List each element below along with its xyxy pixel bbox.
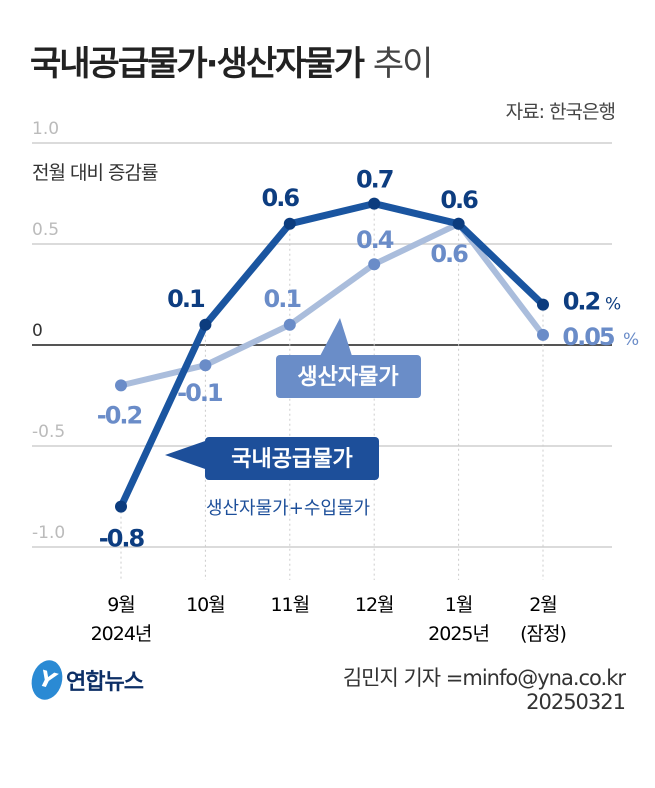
data-point (537, 328, 549, 341)
data-point (368, 258, 381, 271)
yonhap-logo: Y 연합뉴스 (27, 656, 144, 704)
data-label: 0.7 (356, 166, 393, 194)
data-label: 0.6 (430, 240, 468, 268)
series-line-생산자물가 (120, 220, 546, 389)
x-tick-label: 10월 (186, 594, 225, 616)
legend-producer-label: 생산자물가 (297, 365, 398, 390)
x-tick-label: 11월 (270, 594, 309, 616)
x-tick-sublabel: (잠정) (520, 623, 566, 645)
y-tick-label: -0.5 (32, 422, 65, 442)
x-tick-label: 9월 (107, 594, 135, 616)
publish-date: 20250321 (526, 690, 626, 714)
legend-producer-box (276, 355, 421, 398)
data-point (452, 217, 465, 230)
logo-text: 연합뉴스 (66, 670, 144, 695)
data-point (283, 217, 296, 230)
data-label: -0.8 (99, 525, 145, 553)
legend-domestic-label: 국내공급물가 (231, 447, 352, 472)
data-point (115, 379, 127, 392)
y-tick-label: -1.0 (32, 523, 65, 543)
data-label: -0.1 (177, 379, 223, 407)
data-point (537, 298, 549, 311)
title-bold: 국내공급물가·생산자물가 (30, 44, 365, 84)
x-tick-label: 2월 (529, 594, 557, 616)
data-label: 0.6 (440, 186, 478, 214)
y-tick-label: 0 (32, 321, 43, 341)
legend-domestic-note: 생산자물가+수입물가 (206, 498, 370, 519)
title-light: 추이 (372, 44, 434, 84)
y-tick-label: 0.5 (32, 220, 59, 240)
x-tick-label: 1월 (445, 594, 473, 616)
legend-pointer (165, 440, 208, 470)
data-label: 0.1 (264, 285, 302, 313)
reporter-credit: 김민지 기자 =minfo@yna.co.kr (342, 666, 626, 690)
data-point (283, 318, 296, 331)
data-label: 0.4 (356, 226, 394, 254)
unit-label: % (623, 330, 639, 350)
legend-domestic-box (205, 437, 379, 480)
unit-label: % (605, 295, 621, 315)
x-tick-label: 12월 (355, 594, 394, 616)
data-label: 0.05 (562, 323, 615, 351)
logo-mark-icon: Y (27, 656, 67, 704)
data-point (115, 500, 127, 513)
data-point (368, 197, 381, 210)
data-label: -0.2 (97, 401, 142, 429)
data-label: 0.1 (167, 285, 205, 313)
x-tick-sublabel: 2025년 (428, 623, 489, 645)
y-tick-label: 1.0 (32, 119, 59, 139)
series-line-국내공급물가 (117, 200, 546, 509)
source-text: 자료: 한국은행 (505, 101, 616, 123)
page-title: 국내공급물가·생산자물가 추이 (30, 36, 434, 85)
line-chart: 1.0 0.5 0 -0.5 -1.0 9월 2024년 10월 11월 12월 1월 2025년 2월… (32, 119, 639, 645)
data-point (199, 318, 212, 331)
legend-pointer (320, 318, 352, 356)
byline: 김민지 기자 =minfo@yna.co.kr 20250321 (342, 666, 626, 714)
data-point (199, 359, 212, 372)
data-label: 0.2 (563, 288, 600, 316)
x-tick-sublabel: 2024년 (91, 623, 152, 645)
data-label: 0.6 (262, 184, 300, 212)
y-axis-label: 전월 대비 증감률 (32, 162, 158, 184)
